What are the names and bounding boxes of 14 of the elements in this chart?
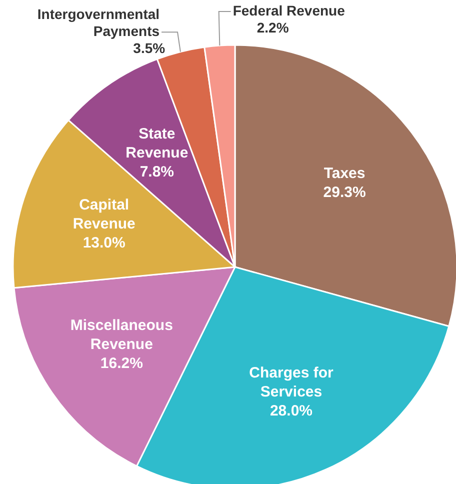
data-label: 16.2% (100, 355, 143, 372)
data-label: 28.0% (270, 402, 313, 420)
slice-label: State Revenue (126, 126, 188, 162)
slice-label: Miscellaneous Revenue (70, 317, 173, 354)
slice-label: Intergovernmental Payments (37, 6, 160, 39)
data-label: 7.8% (140, 164, 174, 181)
data-label: 3.5% (133, 40, 166, 56)
data-label: 29.3% (323, 184, 366, 202)
data-label: 2.2% (256, 19, 290, 36)
slice-label: Taxes (324, 165, 366, 182)
slice-label: Charges for Services (249, 364, 334, 401)
slice-label: Capital Revenue (72, 196, 136, 232)
data-label: 13.0% (82, 234, 126, 252)
slice-label: Federal Revenue (232, 2, 346, 18)
